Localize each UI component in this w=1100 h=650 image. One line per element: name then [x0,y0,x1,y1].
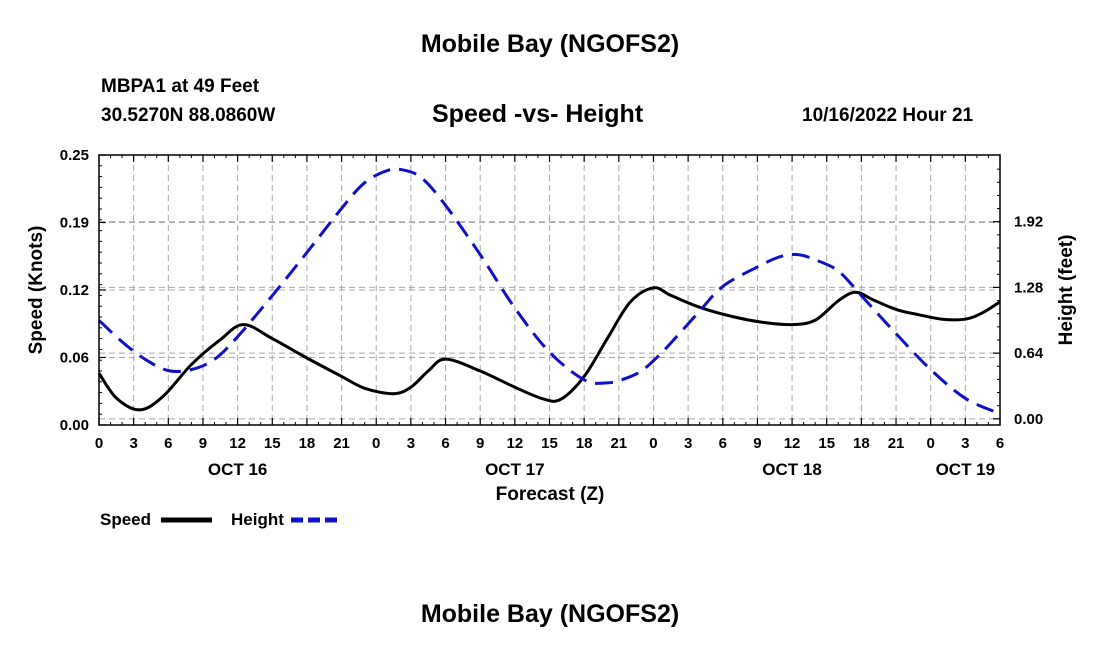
grid-lines [99,155,1000,425]
y2-tick-label: 1.92 [1014,214,1043,231]
y-tick-label: 0.25 [60,147,89,164]
x-tick-label: 15 [264,435,281,452]
y-tick-label: 0.06 [60,350,89,367]
legend-speed-label: Speed [100,510,151,529]
axis-ticks [98,154,1001,426]
date-label: OCT 16 [208,460,268,479]
y2-tick-label: 1.28 [1014,279,1043,296]
x-tick-label: 15 [818,435,835,452]
x-tick-label: 18 [299,435,316,452]
y2-tick-label: 0.64 [1014,345,1044,362]
x-tick-label: 12 [507,435,524,452]
date-label: OCT 19 [936,460,996,479]
x-tick-label: 0 [927,435,935,452]
legend: Speed Height [100,510,342,529]
axis-labels: 0 3 6 9 12 15 18 21 0 3 6 9 12 15 18 21 0 3 6 9 12 15 18 21 0 3 6O… [60,147,1044,479]
x-tick-label: 3 [961,435,969,452]
x-tick-label: 21 [888,435,905,452]
y2-tick-label: 0.00 [1014,411,1043,428]
x-tick-label: 9 [476,435,484,452]
y-tick-label: 0.12 [60,282,89,299]
legend-height-label: Height [231,510,284,529]
y-axis-title: Speed (Knots) [26,226,47,355]
y-tick-label: 0.00 [60,417,89,434]
x-tick-label: 9 [753,435,761,452]
x-tick-label: 6 [996,435,1004,452]
date-label: OCT 18 [762,460,822,479]
x-tick-label: 6 [164,435,172,452]
chart-title: Mobile Bay (NGOFS2) [420,30,680,58]
chart-subtitle: Speed -vs- Height [432,100,644,128]
x-tick-label: 6 [719,435,727,452]
x-tick-label: 12 [229,435,246,452]
footer-title: Mobile Bay (NGOFS2) [420,600,680,628]
x-tick-label: 0 [372,435,380,452]
height-series-line [97,167,1001,416]
x-tick-label: 21 [610,435,627,452]
speed-height-chart: 0 3 6 9 12 15 18 21 0 3 6 9 12 15 18 21 0 3 6 9 12 15 18 21 0 3 6O… [26,147,1077,529]
x-tick-label: 18 [853,435,870,452]
series-lines [97,167,1001,416]
x-tick-label: 3 [407,435,415,452]
x-axis-title: Forecast (Z) [496,484,605,505]
x-tick-label: 3 [129,435,137,452]
x-tick-label: 21 [333,435,350,452]
speed-series-line [97,286,1001,412]
x-tick-label: 0 [649,435,657,452]
x-tick-label: 6 [441,435,449,452]
x-tick-label: 15 [541,435,558,452]
x-tick-label: 12 [784,435,801,452]
station-label: MBPA1 at 49 Feet [101,76,260,97]
x-tick-label: 18 [576,435,593,452]
date-label: OCT 17 [485,460,545,479]
x-tick-label: 0 [95,435,103,452]
y2-axis-title: Height (feet) [1056,235,1077,346]
y-tick-label: 0.19 [60,215,89,232]
x-tick-label: 9 [199,435,207,452]
forecast-datetime: 10/16/2022 Hour 21 [802,105,974,126]
station-coordinates: 30.5270N 88.0860W [101,105,276,126]
x-tick-label: 3 [684,435,692,452]
